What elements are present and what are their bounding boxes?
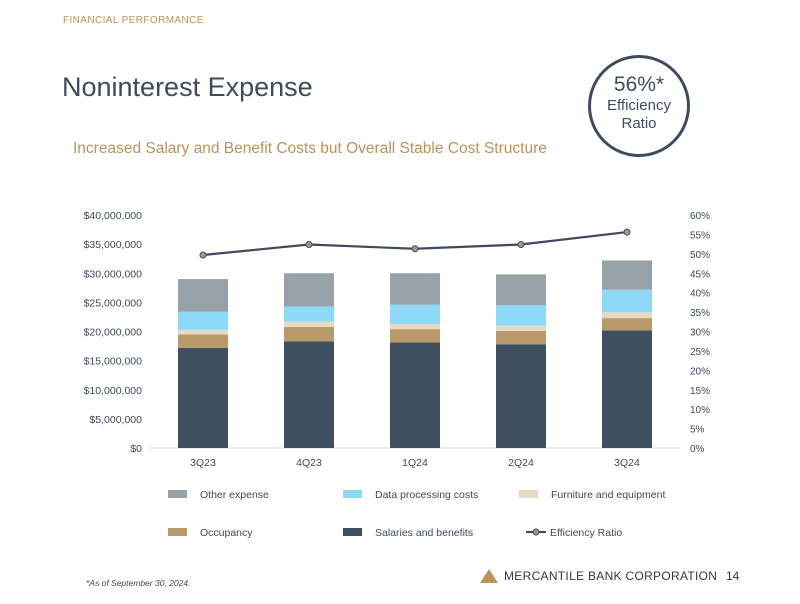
x-tick-label: 2Q24: [508, 457, 534, 469]
y2-tick-label: 40%: [690, 289, 710, 300]
y-tick-label: $0: [130, 443, 142, 455]
y2-tick-label: 55%: [690, 230, 710, 241]
legend-swatch: [519, 490, 538, 498]
bar-segment-furniture: [178, 329, 228, 335]
page-number: 14: [726, 569, 740, 583]
company-logo-icon: [480, 569, 498, 583]
y2-tick-label: 15%: [690, 386, 710, 397]
y-tick-label: $35,000,000: [84, 239, 143, 251]
bar-segment-data-processing: [390, 304, 440, 324]
y2-tick-label: 50%: [690, 250, 710, 261]
y-tick-label: $40,000,000: [84, 210, 143, 222]
legend-swatch: [343, 528, 362, 536]
bar-segment-other-expense: [496, 274, 546, 306]
legend-label: Salaries and benefits: [375, 527, 473, 539]
legend-label: Efficiency Ratio: [550, 527, 622, 539]
efficiency-ratio-value: 56%*: [613, 73, 665, 96]
legend-label: Furniture and equipment: [551, 489, 665, 501]
section-label: FINANCIAL PERFORMANCE: [63, 15, 204, 26]
bar-segment-other-expense: [390, 273, 440, 305]
x-tick-label: 3Q23: [190, 457, 216, 469]
bar-segment-data-processing: [284, 306, 334, 322]
bar-segment-data-processing: [178, 311, 228, 330]
bar-segment-salaries: [496, 344, 546, 448]
bar-segment-furniture: [602, 312, 652, 319]
efficiency-ratio-point: [199, 251, 207, 259]
bar-segment-other-expense: [284, 273, 334, 307]
y2-tick-label: 0%: [690, 444, 705, 455]
footnote: *As of September 30, 2024.: [86, 578, 191, 588]
legend-label: Data processing costs: [375, 489, 478, 501]
bar-segment-furniture: [284, 321, 334, 327]
legend-label: Occupancy: [200, 527, 253, 539]
bar-segment-occupancy: [390, 329, 440, 343]
efficiency-ratio-point: [411, 245, 419, 253]
y-tick-label: $25,000,000: [84, 297, 143, 309]
y-tick-label: $20,000,000: [84, 327, 143, 339]
page-title: Noninterest Expense: [62, 72, 313, 102]
bar-segment-data-processing: [496, 305, 546, 326]
legend-swatch: [343, 490, 362, 498]
efficiency-ratio-point: [305, 241, 313, 249]
bar-segment-salaries: [284, 341, 334, 448]
company-name: MERCANTILE BANK CORPORATION: [504, 569, 718, 583]
subtitle: Increased Salary and Benefit Costs but O…: [73, 140, 547, 157]
legend-swatch: [168, 528, 187, 536]
y2-tick-label: 30%: [690, 328, 710, 339]
bar-segment-salaries: [602, 330, 652, 448]
x-tick-label: 4Q23: [296, 457, 322, 469]
legend-swatch: [168, 490, 187, 498]
x-tick-label: 1Q24: [402, 457, 428, 469]
company-brand: MERCANTILE BANK CORPORATION: [480, 566, 717, 586]
efficiency-ratio-label-line2: Ratio: [621, 115, 657, 132]
y2-tick-label: 60%: [690, 211, 710, 222]
y-tick-label: $15,000,000: [84, 356, 143, 368]
y2-tick-label: 20%: [690, 366, 710, 377]
y-tick-label: $30,000,000: [84, 268, 143, 280]
efficiency-ratio-label-line1: Efficiency: [607, 97, 671, 114]
x-tick-label: 3Q24: [614, 457, 640, 469]
y2-tick-label: 35%: [690, 308, 710, 319]
y-tick-label: $5,000,000: [89, 414, 142, 426]
bar-segment-occupancy: [602, 318, 652, 331]
efficiency-ratio-badge: 56%* Efficiency Ratio: [588, 55, 690, 157]
bar-segment-occupancy: [178, 334, 228, 348]
y2-tick-label: 10%: [690, 405, 710, 416]
bar-segment-furniture: [390, 323, 440, 330]
efficiency-ratio-point: [623, 228, 631, 236]
bar-segment-data-processing: [602, 289, 652, 313]
y2-tick-label: 5%: [690, 425, 705, 436]
y-tick-label: $10,000,000: [84, 385, 143, 397]
legend-label: Other expense: [200, 489, 269, 501]
bar-segment-other-expense: [178, 279, 228, 312]
bar-segment-salaries: [178, 347, 228, 448]
y2-tick-label: 45%: [690, 269, 710, 280]
bar-segment-occupancy: [496, 330, 546, 345]
y2-tick-label: 25%: [690, 347, 710, 358]
bar-segment-furniture: [496, 325, 546, 331]
bar-segment-salaries: [390, 342, 440, 448]
legend-marker: [532, 528, 540, 536]
efficiency-ratio-point: [517, 241, 525, 249]
bar-segment-other-expense: [602, 260, 652, 290]
bar-segment-occupancy: [284, 326, 334, 342]
